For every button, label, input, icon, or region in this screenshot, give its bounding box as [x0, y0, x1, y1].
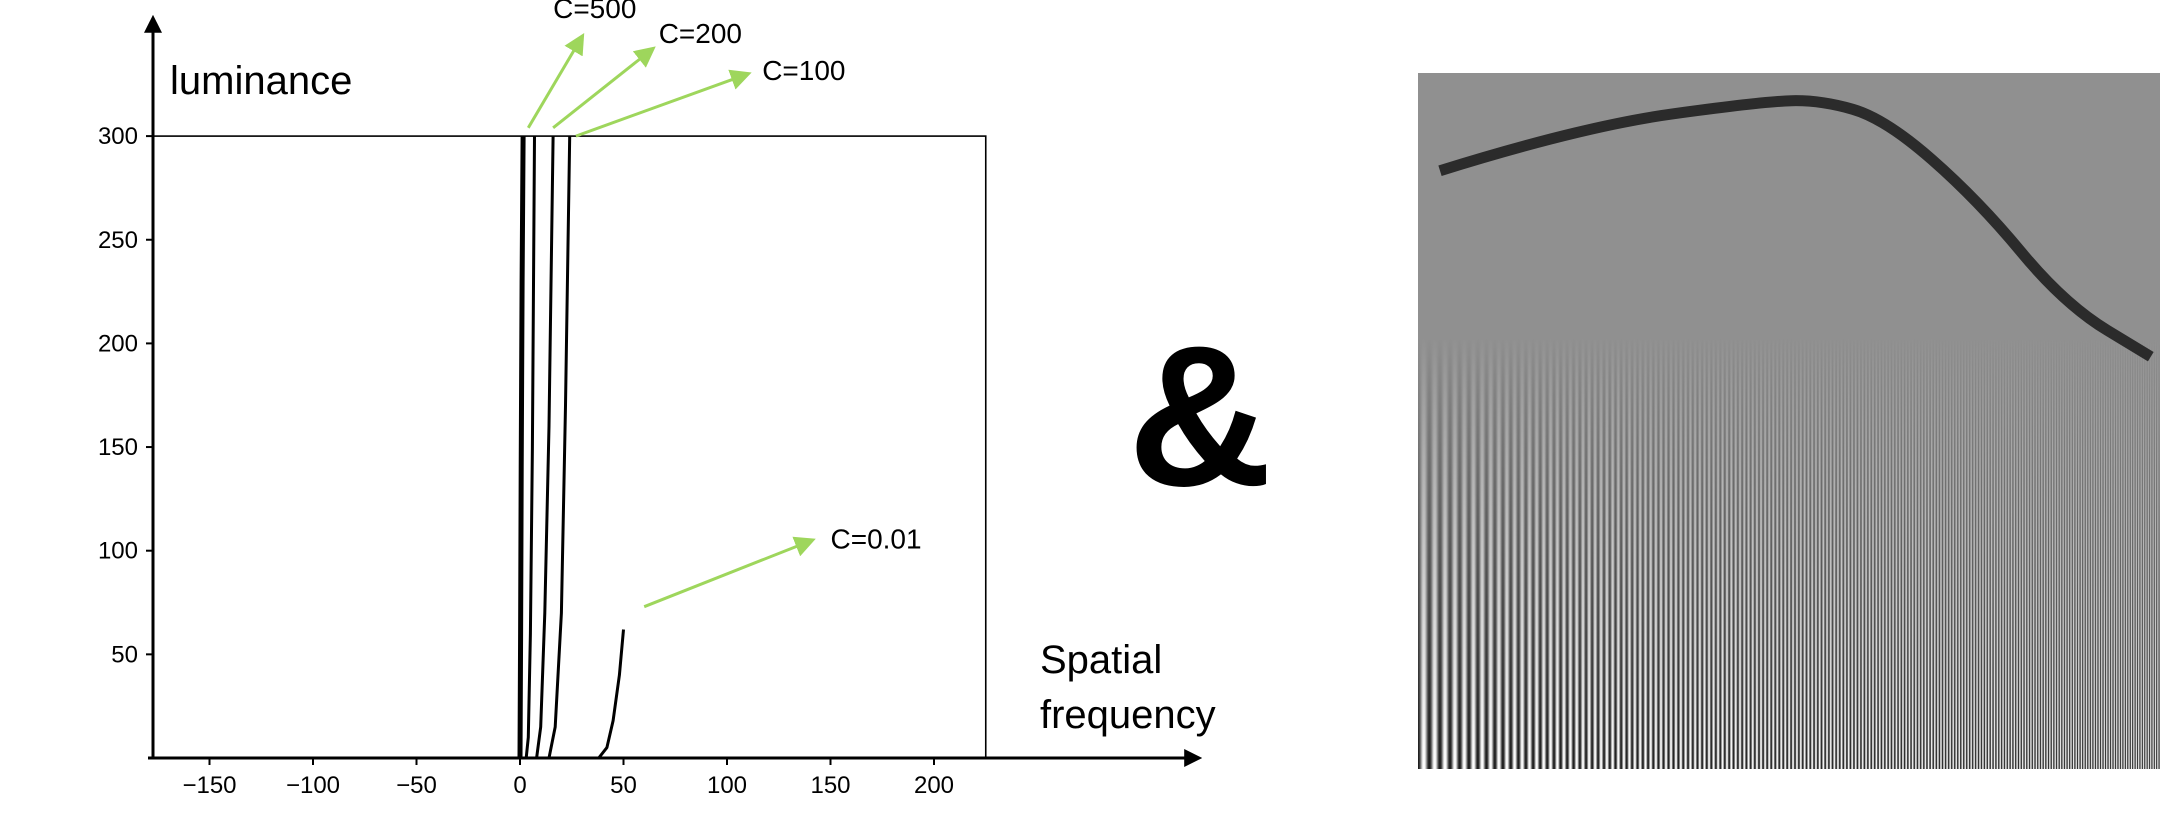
- y-axis-label: luminance: [170, 59, 352, 103]
- luminance-frequency-chart: −150 −100 −50 0 50 100 150 200 50 100 150 200 250 30…: [98, 0, 1216, 799]
- annotation-arrow: [575, 69, 752, 138]
- x-tick-label: 0: [513, 772, 526, 799]
- annotation-arrow: [552, 46, 656, 129]
- y-tick-label: 50: [111, 641, 138, 668]
- grating-fade-overlay: [1418, 73, 2160, 769]
- series-curve: [547, 136, 572, 759]
- annotation-group: C=500 C=200 C=100 C=0.01: [526, 0, 922, 609]
- curve-label: C=0.01: [831, 524, 922, 555]
- x-tick-label: 150: [810, 772, 850, 799]
- x-tick-label: 200: [914, 772, 954, 799]
- x-tick-label: −50: [396, 772, 437, 799]
- y-tick-label: 150: [98, 434, 138, 461]
- x-axis-label-line1: Spatial: [1040, 638, 1162, 682]
- annotation-arrow: [526, 32, 585, 129]
- y-tick-label: 250: [98, 227, 138, 254]
- curve-label: C=500: [553, 0, 636, 24]
- x-tick-label: −150: [182, 772, 236, 799]
- x-tick-label: 50: [610, 772, 637, 799]
- y-tick-label: 100: [98, 538, 138, 565]
- x-axis-label-line2: frequency: [1040, 693, 1216, 737]
- x-tick-group: −150 −100 −50 0 50 100 150 200: [182, 758, 954, 799]
- csf-grating-image: [1418, 73, 2160, 769]
- ampersand-separator: &: [1128, 305, 1272, 528]
- contrast-sensitivity-curve: [1438, 95, 2154, 362]
- series-curve: [535, 136, 555, 759]
- x-tick-label: −100: [286, 772, 340, 799]
- series-curve: [597, 629, 625, 759]
- curve-label: C=100: [762, 55, 845, 86]
- annotation-arrow: [643, 536, 816, 609]
- series-curve: [517, 136, 526, 759]
- curve-label: C=200: [659, 18, 742, 49]
- y-tick-group: 50 100 150 200 250 300: [98, 123, 153, 668]
- series-curve: [524, 136, 536, 759]
- y-tick-label: 300: [98, 123, 138, 150]
- curve-group: [517, 136, 625, 759]
- y-tick-label: 200: [98, 330, 138, 357]
- x-tick-label: 100: [707, 772, 747, 799]
